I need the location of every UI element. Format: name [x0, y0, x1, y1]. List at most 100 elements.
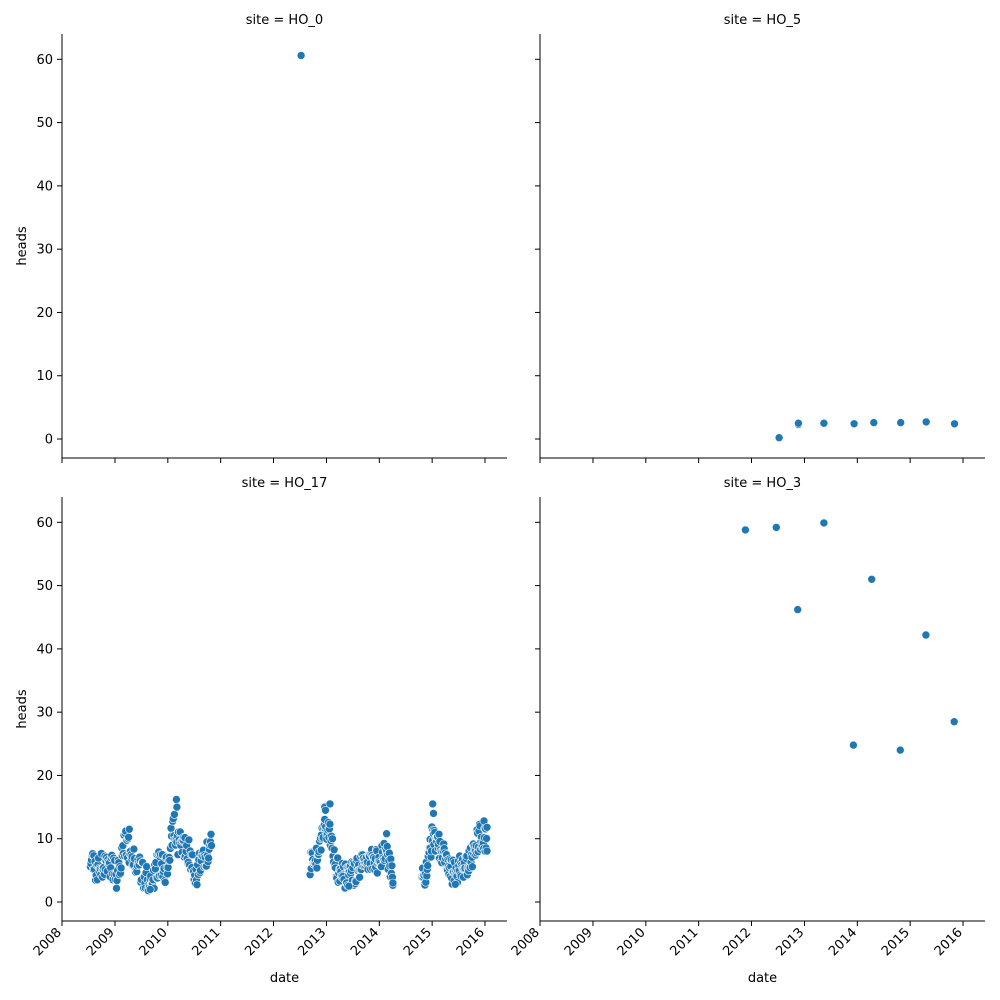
x-axis-label: date: [270, 971, 299, 986]
x-tick-label: 2014: [348, 925, 382, 959]
data-point: [325, 799, 335, 809]
data-point: [372, 868, 382, 878]
x-tick-label: 2011: [189, 925, 223, 959]
data-points: [86, 795, 492, 896]
x-tick-label: 2013: [773, 925, 807, 959]
panel-title: site = HO_5: [724, 13, 801, 28]
data-point: [160, 878, 170, 887]
facet-panels: site = HO_0 0 10 20 30 40 50 60 heads site = HO_5…: [15, 13, 985, 986]
data-point: [325, 819, 335, 829]
data-point: [388, 878, 398, 888]
x-axis-label: date: [748, 971, 777, 986]
data-point: [184, 835, 194, 845]
data-point: [116, 863, 126, 873]
data-point: [170, 810, 179, 819]
data-point: [112, 883, 121, 893]
data-point: [387, 861, 397, 871]
panel-title: site = HO_17: [242, 476, 328, 491]
facet-panel: site = HO_5: [535, 13, 985, 463]
data-point: [423, 861, 433, 870]
data-point: [165, 855, 175, 865]
data-point: [794, 418, 803, 428]
data-point: [434, 829, 444, 839]
data-point: [382, 829, 391, 839]
panel-title: site = HO_0: [246, 13, 323, 28]
data-point: [316, 845, 326, 855]
y-axis-label: heads: [15, 226, 30, 265]
data-point: [950, 419, 959, 429]
data-point: [166, 823, 176, 833]
data-point: [867, 574, 877, 584]
x-tick-label: 2012: [720, 925, 754, 959]
y-tick-label: 30: [36, 706, 53, 721]
data-point: [921, 630, 931, 640]
y-tick-label: 20: [36, 306, 53, 321]
x-tick-label: 2015: [401, 925, 435, 959]
x-tick-label: 2011: [667, 925, 701, 959]
y-tick-label: 60: [36, 53, 53, 68]
data-point: [206, 829, 216, 839]
y-tick-label: 50: [36, 579, 53, 594]
data-point: [819, 418, 829, 428]
data-points: [774, 417, 959, 443]
data-point: [819, 518, 829, 528]
y-axis-label: heads: [15, 689, 30, 728]
data-point: [849, 740, 858, 750]
data-point: [869, 418, 879, 427]
data-point: [450, 879, 460, 889]
y-tick-label: 40: [36, 179, 53, 194]
data-point: [482, 834, 491, 843]
data-point: [741, 525, 750, 535]
y-tick-label: 60: [36, 516, 53, 531]
facet-panel: site = HO_17 0 10 20 30 40 50 60 2008 2009 2010 201…: [15, 476, 507, 986]
data-point: [124, 832, 133, 842]
data-point: [895, 745, 905, 755]
data-point: [321, 805, 330, 815]
x-tick-label: 2008: [509, 925, 543, 959]
data-point: [771, 523, 781, 532]
data-point: [896, 418, 906, 427]
y-tick-label: 40: [36, 642, 53, 657]
data-point: [172, 802, 182, 812]
data-point: [312, 863, 322, 873]
y-tick-label: 20: [36, 769, 53, 784]
data-point: [145, 885, 155, 894]
x-tick-label: 2012: [242, 925, 276, 959]
y-tick-label: 10: [36, 369, 53, 384]
facet-panel: site = HO_3 2008 2009 2010 2011 2012 2013 2014 2…: [509, 476, 985, 986]
data-point: [192, 880, 202, 890]
x-tick-label: 2015: [879, 925, 913, 959]
data-point: [344, 881, 354, 891]
y-tick-label: 0: [45, 433, 53, 448]
data-point: [482, 822, 492, 832]
data-point: [129, 844, 139, 854]
y-tick-label: 10: [36, 832, 53, 847]
data-point: [329, 845, 339, 855]
x-tick-label: 2008: [31, 925, 65, 959]
x-tick-label: 2009: [562, 925, 596, 959]
x-tick-label: 2014: [826, 925, 860, 959]
data-point: [468, 862, 477, 872]
data-point: [849, 419, 859, 429]
data-point: [921, 417, 931, 427]
data-point: [328, 834, 337, 844]
data-point: [142, 862, 151, 871]
y-tick-label: 50: [36, 116, 53, 131]
x-tick-label: 2009: [84, 925, 118, 959]
data-point: [355, 872, 364, 882]
x-tick-label: 2010: [137, 925, 171, 959]
data-point: [333, 853, 343, 863]
x-tick-label: 2013: [295, 925, 329, 959]
x-tick-label: 2016: [932, 925, 966, 959]
x-tick-label: 2016: [454, 925, 488, 959]
facet-panel: site = HO_0 0 10 20 30 40 50 60 heads: [15, 13, 507, 463]
x-tick-label: 2010: [615, 925, 649, 959]
data-point: [125, 824, 134, 834]
data-point: [207, 841, 216, 850]
data-point: [428, 799, 438, 809]
data-points: [741, 518, 959, 755]
data-point: [429, 809, 438, 818]
data-point: [774, 433, 784, 443]
data-point: [949, 717, 959, 727]
